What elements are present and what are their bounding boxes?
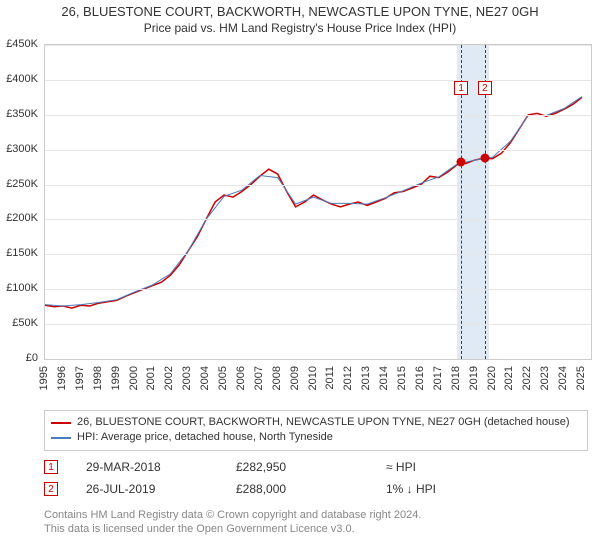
x-tick-label: 2006 bbox=[235, 366, 247, 390]
x-tick-label: 1997 bbox=[74, 366, 86, 390]
chart-subtitle: Price paid vs. HM Land Registry's House … bbox=[0, 21, 600, 39]
legend-swatch bbox=[51, 437, 71, 439]
x-tick-label: 2012 bbox=[342, 366, 354, 390]
legend-swatch bbox=[51, 422, 71, 424]
gridline bbox=[45, 80, 591, 81]
legend: 26, BLUESTONE COURT, BACKWORTH, NEWCASTL… bbox=[44, 410, 588, 451]
x-tick-label: 2002 bbox=[163, 366, 175, 390]
x-tick-label: 2025 bbox=[575, 366, 587, 390]
series-hpi bbox=[45, 97, 582, 306]
x-tick-label: 2016 bbox=[414, 366, 426, 390]
marker-date: 29-MAR-2018 bbox=[86, 460, 236, 474]
x-tick-label: 2024 bbox=[557, 366, 569, 390]
footer-line-2: This data is licensed under the Open Gov… bbox=[44, 522, 588, 536]
x-tick-label: 2022 bbox=[521, 366, 533, 390]
gridline bbox=[45, 324, 591, 325]
y-tick-label: £400K bbox=[6, 73, 38, 85]
table-row: 1 29-MAR-2018£282,950≈ HPI bbox=[44, 456, 588, 478]
chart-title: 26, BLUESTONE COURT, BACKWORTH, NEWCASTL… bbox=[0, 0, 600, 21]
gridline bbox=[45, 254, 591, 255]
table-row: 2 26-JUL-2019£288,0001% ↓ HPI bbox=[44, 478, 588, 500]
x-tick-label: 2017 bbox=[432, 366, 444, 390]
y-tick-label: £150K bbox=[6, 247, 38, 259]
x-tick-label: 2013 bbox=[360, 366, 372, 390]
x-tick-label: 2011 bbox=[324, 366, 336, 390]
x-tick-label: 2015 bbox=[396, 366, 408, 390]
x-tick-label: 2019 bbox=[468, 366, 480, 390]
x-tick-label: 2010 bbox=[307, 366, 319, 390]
legend-label: HPI: Average price, detached house, Nort… bbox=[77, 430, 333, 445]
gridline bbox=[45, 45, 591, 46]
x-tick-label: 2014 bbox=[378, 366, 390, 390]
x-tick-label: 2018 bbox=[450, 366, 462, 390]
y-tick-label: £50K bbox=[12, 317, 38, 329]
marker-date: 26-JUL-2019 bbox=[86, 482, 236, 496]
marker-price: £288,000 bbox=[236, 482, 386, 496]
x-tick-label: 2005 bbox=[217, 366, 229, 390]
x-tick-label: 2001 bbox=[145, 366, 157, 390]
x-tick-label: 2008 bbox=[271, 366, 283, 390]
marker-table: 1 29-MAR-2018£282,950≈ HPI 2 26-JUL-2019£28… bbox=[44, 456, 588, 500]
y-tick-label: £200K bbox=[6, 212, 38, 224]
y-tick-label: £300K bbox=[6, 143, 38, 155]
marker-price: £282,950 bbox=[236, 460, 386, 474]
x-tick-label: 1995 bbox=[38, 366, 50, 390]
y-tick-label: £0 bbox=[26, 352, 38, 364]
x-tick-label: 1998 bbox=[92, 366, 104, 390]
marker-delta: 1% ↓ HPI bbox=[386, 482, 588, 496]
x-tick-label: 2000 bbox=[128, 366, 140, 390]
gridline bbox=[45, 115, 591, 116]
chart-lines-svg bbox=[45, 45, 591, 359]
marker-id-box: 2 bbox=[44, 482, 58, 496]
footer: Contains HM Land Registry data © Crown c… bbox=[44, 508, 588, 537]
x-tick-label: 2020 bbox=[486, 366, 498, 390]
series-property bbox=[45, 97, 582, 308]
marker-delta: ≈ HPI bbox=[386, 460, 588, 474]
y-tick-label: £350K bbox=[6, 108, 38, 120]
legend-label: 26, BLUESTONE COURT, BACKWORTH, NEWCASTL… bbox=[77, 415, 570, 430]
x-tick-label: 2021 bbox=[503, 366, 515, 390]
marker-dot bbox=[480, 154, 489, 163]
marker-label-box: 1 bbox=[454, 81, 468, 95]
y-tick-label: £450K bbox=[6, 38, 38, 50]
gridline bbox=[45, 150, 591, 151]
x-tick-label: 1996 bbox=[56, 366, 68, 390]
marker-label-box: 2 bbox=[478, 81, 492, 95]
x-tick-label: 2023 bbox=[539, 366, 551, 390]
y-tick-label: £250K bbox=[6, 178, 38, 190]
x-tick-label: 1999 bbox=[110, 366, 122, 390]
x-tick-label: 2004 bbox=[199, 366, 211, 390]
y-axis: £0£50K£100K£150K£200K£250K£300K£350K£400… bbox=[0, 44, 42, 360]
gridline bbox=[45, 289, 591, 290]
y-tick-label: £100K bbox=[6, 282, 38, 294]
legend-item: HPI: Average price, detached house, Nort… bbox=[51, 430, 581, 445]
marker-id-box: 1 bbox=[44, 460, 58, 474]
gridline bbox=[45, 219, 591, 220]
legend-item: 26, BLUESTONE COURT, BACKWORTH, NEWCASTL… bbox=[51, 415, 581, 430]
footer-line-1: Contains HM Land Registry data © Crown c… bbox=[44, 508, 588, 522]
x-tick-label: 2009 bbox=[289, 366, 301, 390]
x-tick-label: 2007 bbox=[253, 366, 265, 390]
gridline bbox=[45, 185, 591, 186]
chart-plot-area: 12 bbox=[44, 44, 592, 360]
x-tick-label: 2003 bbox=[181, 366, 193, 390]
marker-dot bbox=[457, 157, 466, 166]
